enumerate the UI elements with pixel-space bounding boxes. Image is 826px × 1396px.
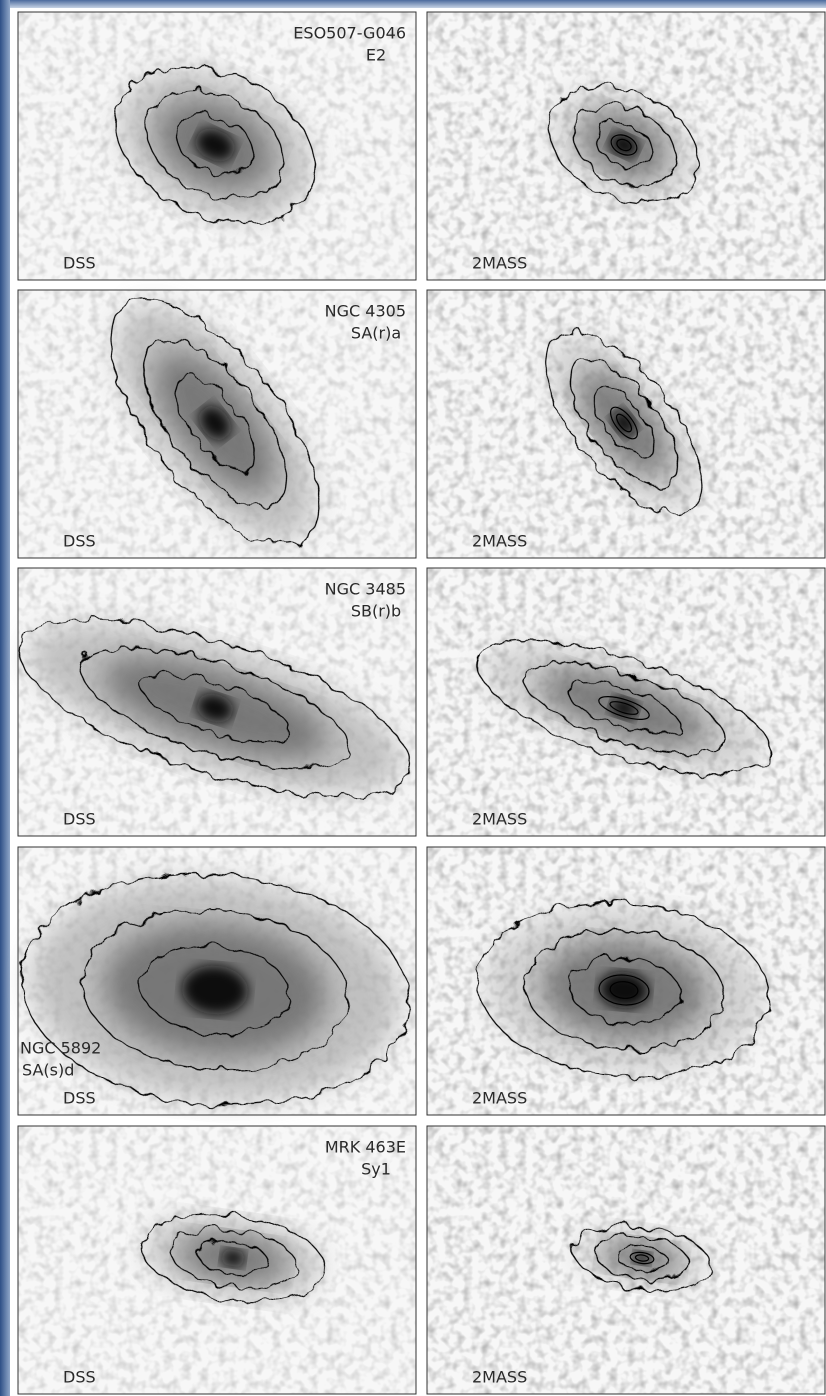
survey-label: 2MASS [472,810,527,829]
optical-panel: NGC 3485 SB(r)b DSS [0,568,430,836]
galaxy-type: SA(r)a [351,324,401,343]
survey-label: 2MASS [472,532,527,551]
top-edge [0,0,826,8]
galaxy-name: NGC 4305 [325,302,406,321]
near-ir-panel: 2MASS [427,1126,825,1394]
survey-label: DSS [63,810,96,829]
near-ir-panel: 2MASS [427,568,825,836]
galaxy-type: E2 [366,46,386,65]
optical-panel: MRK 463E Sy1 DSS [18,1126,416,1394]
galaxy-type: SA(s)d [22,1061,74,1080]
optical-panel: ESO507-G046 E2 DSS [18,12,416,280]
survey-label: 2MASS [472,1368,527,1387]
galaxy-name: NGC 5892 [20,1039,101,1058]
survey-label: DSS [63,254,96,273]
figure: ESO507-G046 E2 DSS 2MASS NGC 4305 SA(r)a DSS 2M… [0,0,826,1396]
galaxy-name: NGC 3485 [325,580,406,599]
left-edge [0,0,10,1396]
galaxy-name: ESO507-G046 [293,24,406,43]
galaxy-type: SB(r)b [351,602,401,621]
survey-label: DSS [63,532,96,551]
galaxy-name: MRK 463E [325,1138,406,1157]
near-ir-panel: 2MASS [427,847,825,1115]
optical-panel: NGC 5892 SA(s)d DSS [11,847,418,1122]
survey-label: DSS [63,1368,96,1387]
survey-label: 2MASS [472,1089,527,1108]
near-ir-panel: 2MASS [427,290,825,558]
survey-label: DSS [63,1089,96,1108]
galaxy-type: Sy1 [361,1160,391,1179]
optical-panel: NGC 4305 SA(r)a DSS [18,267,416,579]
near-ir-panel: 2MASS [427,12,825,280]
survey-label: 2MASS [472,254,527,273]
